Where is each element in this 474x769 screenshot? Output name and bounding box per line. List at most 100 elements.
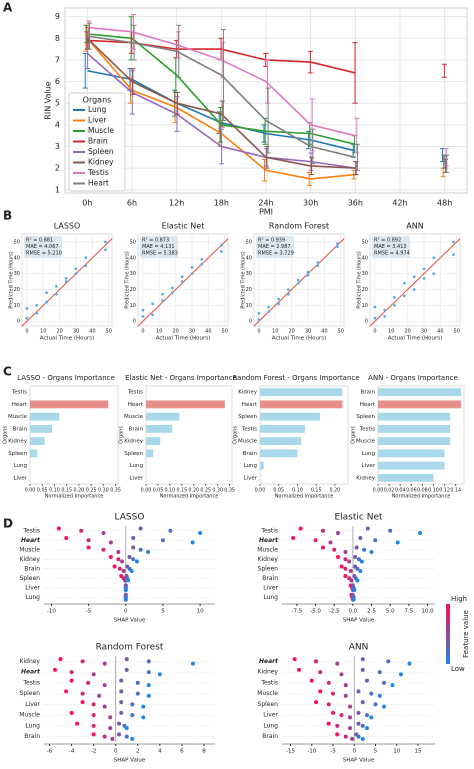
row-label: Lung <box>263 594 278 601</box>
shap-point <box>130 713 135 718</box>
point <box>432 256 436 260</box>
legend-label: Testis <box>87 168 109 177</box>
legend-label: Kidney <box>88 158 114 167</box>
y-tick-label: 0 <box>133 319 136 325</box>
x-tick-label: -6 <box>47 749 53 755</box>
shap-point <box>101 530 106 535</box>
x-tick-label: 30h <box>303 199 318 208</box>
y-tick-label: 8 <box>55 34 60 43</box>
shap-point <box>80 659 85 664</box>
legend-label: Muscle <box>88 126 114 135</box>
shap-point <box>134 559 139 564</box>
y-tick-label: 50 <box>246 239 252 245</box>
shap-point <box>365 713 369 718</box>
shap-point <box>129 568 134 573</box>
point <box>373 316 377 320</box>
shap-point <box>160 538 165 543</box>
y-tick-label: 9 <box>55 12 60 21</box>
shap-point <box>359 559 364 564</box>
shap-point <box>382 680 386 685</box>
y-tick-label: 30 <box>130 271 136 277</box>
stats-box <box>140 236 178 258</box>
point <box>412 275 416 279</box>
x-tick-label: -10 <box>47 609 56 615</box>
y-tick-label: 7 <box>55 55 60 64</box>
point <box>306 270 310 274</box>
point <box>170 286 174 290</box>
shap-point <box>53 667 58 672</box>
shap-point <box>326 680 331 685</box>
category-label: Kidney <box>8 439 27 445</box>
shap-point <box>69 678 74 683</box>
x-axis-label: Normalized Importance <box>160 494 219 500</box>
category-label: Brain <box>13 426 28 432</box>
x-tick-label: 40 <box>205 329 211 335</box>
shap-point <box>356 689 361 694</box>
stats-text: RMSE = 5.210 <box>26 251 62 257</box>
shap-point <box>418 530 423 535</box>
shap-point <box>354 545 359 550</box>
x-tick-label: 10.0 <box>421 609 434 615</box>
bar <box>260 388 343 397</box>
shap-point <box>116 557 121 562</box>
bar <box>146 449 154 458</box>
x-tick-label: 0.08 <box>417 488 428 494</box>
chart-title: LASSO <box>54 222 81 231</box>
shap-point <box>339 672 344 677</box>
colorbar <box>446 604 450 664</box>
x-tick-label: 0.12 <box>439 488 450 494</box>
category-label: Lung <box>244 463 257 469</box>
shap-point <box>358 568 363 573</box>
bar <box>260 461 264 470</box>
category-label: Brain <box>129 426 144 432</box>
bar <box>260 449 298 458</box>
stats-text: MAE = 3.413 <box>374 244 407 250</box>
y-tick-label: 5 <box>55 99 60 108</box>
row-label: Spleen <box>258 565 279 572</box>
x-tick-label: 10 <box>197 609 204 615</box>
shap-point <box>91 723 96 728</box>
point <box>316 264 320 268</box>
shap-point <box>360 667 365 672</box>
shap-point <box>314 659 318 664</box>
bar <box>260 412 320 421</box>
shap-point <box>343 557 348 562</box>
shap-point <box>131 545 136 550</box>
x-tick-label: 7.5 <box>405 609 414 615</box>
shap-point <box>102 683 107 688</box>
shap-point <box>124 667 129 672</box>
point <box>296 281 300 285</box>
shap-point <box>91 732 96 737</box>
bar <box>30 400 109 409</box>
y-tick-label: 50 <box>362 239 368 245</box>
x-axis-label: Actual Time (Hours) <box>156 336 211 342</box>
shap-point <box>318 670 323 675</box>
x-tick-label: -5 <box>86 609 92 615</box>
row-label: Spleen <box>20 575 41 582</box>
point <box>104 240 107 244</box>
x-tick-label: 0.05 <box>153 488 164 494</box>
shap-point <box>298 526 303 531</box>
category-label: Heart <box>12 402 28 408</box>
point <box>84 264 88 268</box>
x-axis-label: PMI <box>259 208 273 217</box>
bar <box>260 437 302 446</box>
y-tick-label: 30 <box>246 271 252 277</box>
shap-point <box>360 657 365 662</box>
row-label: Liver <box>25 584 40 591</box>
y-tick-label: 10 <box>362 303 368 309</box>
shap-point <box>360 736 365 741</box>
shap-point <box>356 734 361 739</box>
shap-point <box>108 726 113 731</box>
point <box>190 272 194 276</box>
point <box>383 308 387 312</box>
shap-point <box>343 549 348 554</box>
x-tick-label: 18h <box>214 199 229 208</box>
category-label: Spleen <box>8 451 27 457</box>
shap-point <box>108 715 113 720</box>
panel-label: B <box>3 209 12 223</box>
shap-point <box>407 661 412 666</box>
x-tick-label: 0.10 <box>292 488 303 494</box>
point <box>267 310 271 314</box>
x-tick-label: 0.15 <box>311 488 322 494</box>
